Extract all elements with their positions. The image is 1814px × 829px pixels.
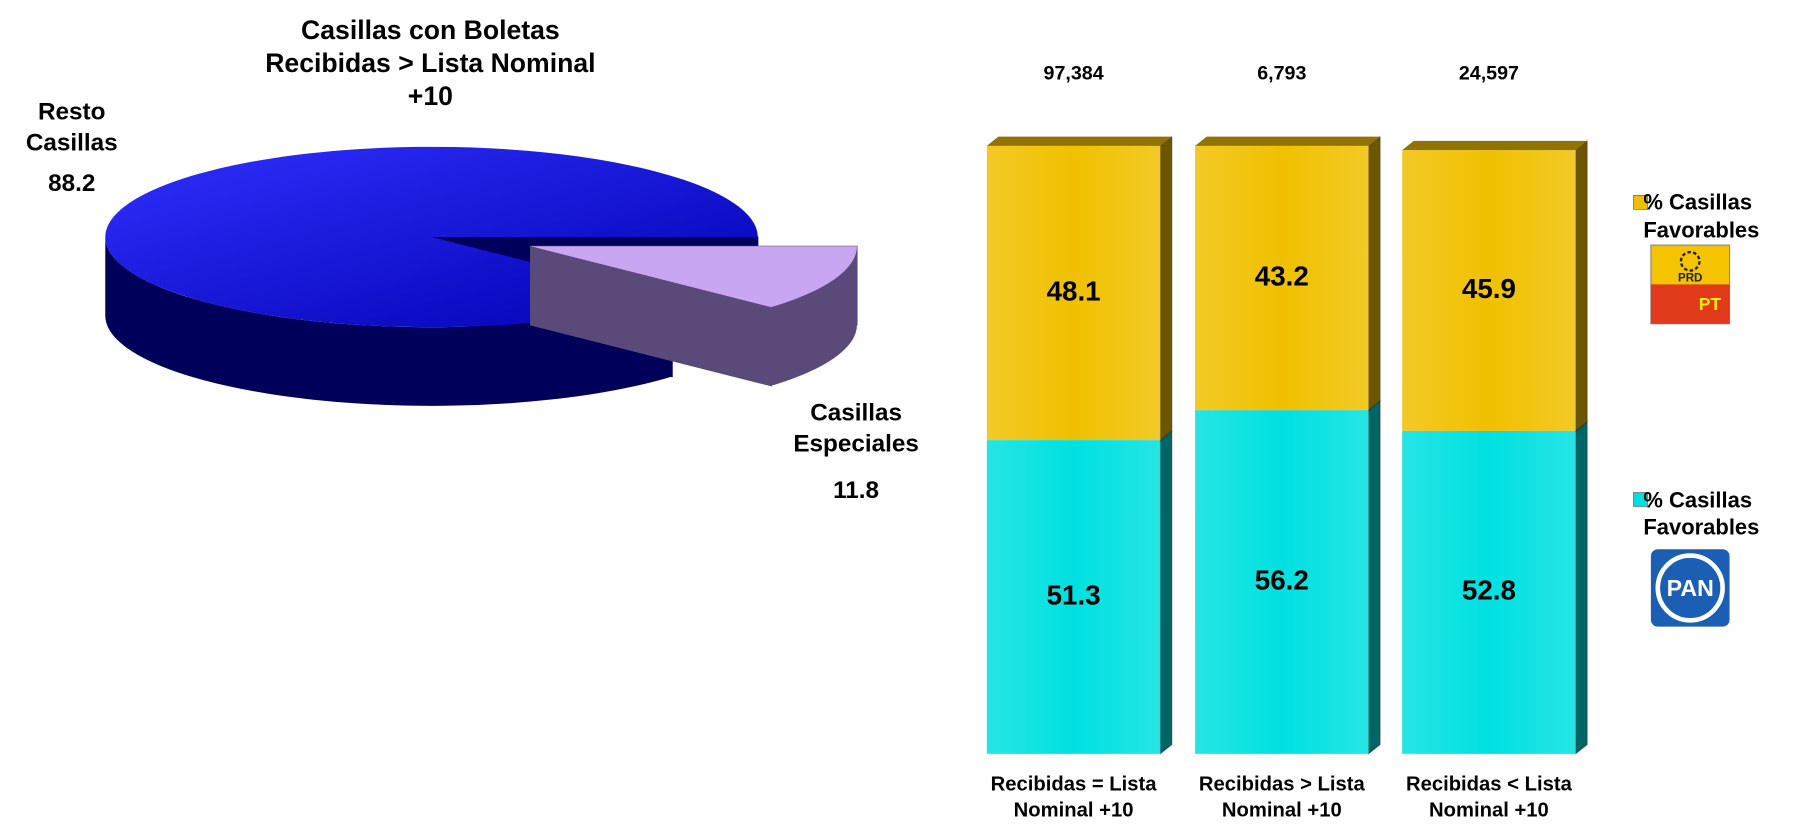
bar-side xyxy=(1368,135,1381,412)
bar-value-label: 48.1 xyxy=(1047,275,1101,306)
bar-total: 6,793 xyxy=(1257,62,1307,85)
bar-total: 97,384 xyxy=(1043,62,1104,85)
logo xyxy=(1679,250,1701,272)
pie-value: 88.2 xyxy=(48,169,96,197)
pie-slice xyxy=(530,246,857,308)
x-tick-label: Recibidas > Lista Nominal +10 xyxy=(1198,773,1365,822)
bar-top xyxy=(986,136,1172,146)
legend-label: % Casillas Favorables xyxy=(1643,487,1760,540)
bar-segment xyxy=(1402,430,1576,754)
bar-side xyxy=(1159,429,1173,756)
bar-side xyxy=(1159,135,1173,442)
bar-side xyxy=(1575,420,1588,756)
logo xyxy=(1650,549,1730,627)
bar-side xyxy=(1368,399,1381,756)
bar-value-label: 56.2 xyxy=(1255,564,1309,595)
bar-value-label: 52.8 xyxy=(1462,575,1516,606)
logo-text: PRD xyxy=(1678,273,1702,285)
pie-value: 11.8 xyxy=(833,476,880,504)
bar-segment xyxy=(1195,145,1369,411)
pie-slice-side xyxy=(771,246,857,386)
bar-top xyxy=(1195,136,1381,146)
legend-swatch xyxy=(1633,492,1648,507)
bar-segment xyxy=(986,145,1161,441)
logo xyxy=(1650,284,1730,324)
logo-text: PAN xyxy=(1667,575,1714,601)
bar-segment xyxy=(1402,150,1576,431)
bar-value-label: 51.3 xyxy=(1047,579,1101,610)
pie-label: Resto Casillas xyxy=(25,99,118,157)
bar-side xyxy=(1575,139,1588,433)
logo xyxy=(1655,553,1725,623)
bar-total: 24,597 xyxy=(1458,62,1519,85)
pie-slice-wall xyxy=(530,245,772,387)
bar-value-label: 43.2 xyxy=(1255,260,1309,291)
bar-segment xyxy=(986,440,1161,754)
pie-title: Casillas con Boletas Recibidas > Lista N… xyxy=(265,14,596,112)
bar-top xyxy=(1402,140,1588,151)
legend-swatch xyxy=(1633,195,1648,210)
x-tick-label: Recibidas < Lista Nominal +10 xyxy=(1405,773,1572,822)
pie-label: Casillas Especiales xyxy=(793,399,919,458)
legend-label: % Casillas Favorables xyxy=(1643,189,1760,243)
bar-value-label: 45.9 xyxy=(1462,273,1516,304)
pie-slice-side xyxy=(105,237,673,406)
bar-segment xyxy=(1195,410,1369,754)
logo-text: PT xyxy=(1699,294,1722,314)
x-tick-label: Recibidas = Lista Nominal +10 xyxy=(990,773,1157,822)
